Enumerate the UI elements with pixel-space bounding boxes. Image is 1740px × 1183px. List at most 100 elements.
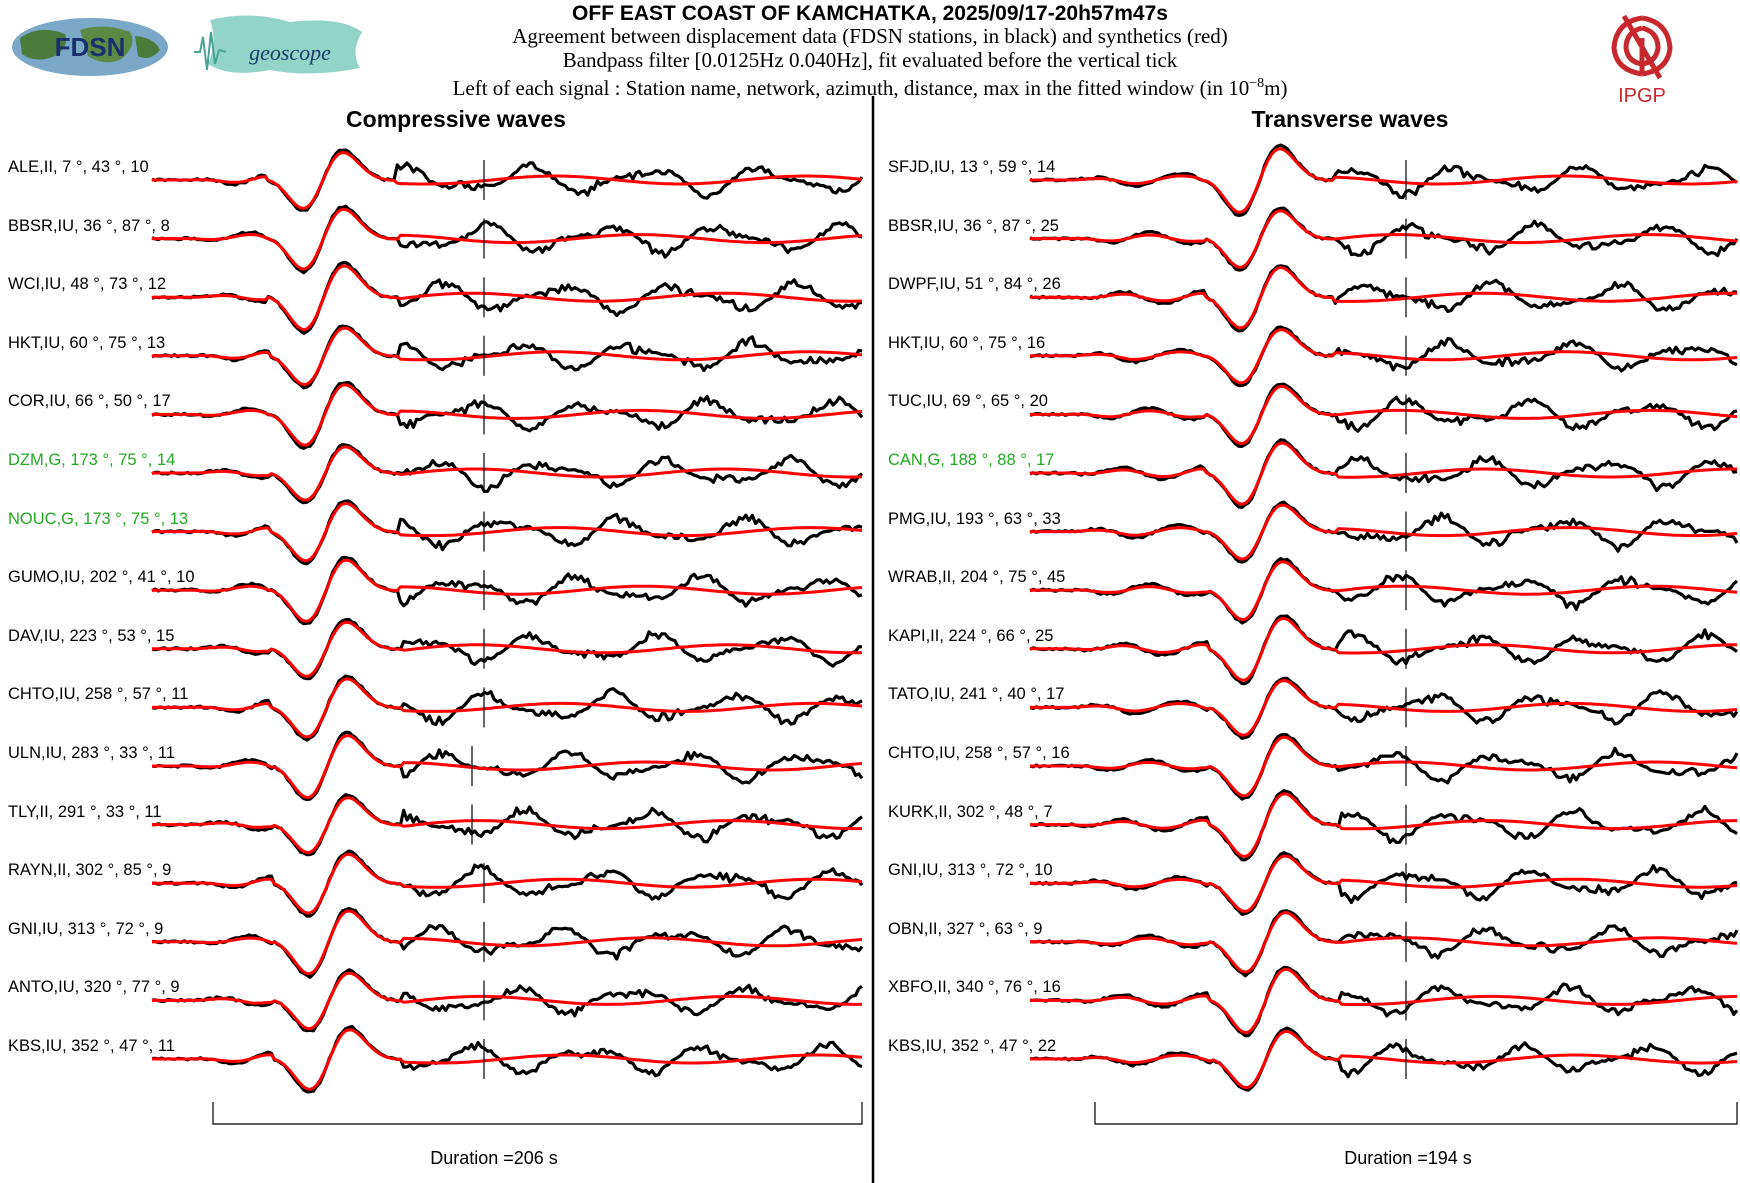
synthetic-trace (1030, 147, 1738, 214)
station-label: TATO,IU, 241 °, 40 °, 17 (888, 685, 1065, 704)
synthetic-trace (152, 620, 863, 678)
synthetic-trace (1030, 441, 1737, 506)
fdsn-logo-text: FDSN (55, 32, 126, 62)
station-label: WCI,IU, 48 °, 73 °, 12 (8, 275, 167, 294)
duration-label-compressive: Duration =206 s (430, 1148, 558, 1168)
data-trace (151, 1024, 863, 1094)
synthetic-trace (152, 383, 863, 447)
data-trace (1029, 206, 1739, 272)
synthetic-trace (152, 909, 863, 976)
station-label: BBSR,IU, 36 °, 87 °, 8 (8, 216, 170, 235)
synthetic-trace (1030, 911, 1738, 974)
synthetic-trace (1030, 679, 1738, 737)
station-label: ALE,II, 7 °, 43 °, 10 (8, 158, 149, 176)
synthetic-trace (152, 445, 862, 502)
geoscope-logo: geoscope (190, 12, 370, 82)
data-trace (151, 260, 862, 335)
station-label: DAV,IU, 223 °, 53 °, 15 (8, 626, 175, 645)
data-trace (1029, 382, 1738, 448)
synthetic-trace (1030, 384, 1738, 445)
station-label: HKT,IU, 60 °, 75 °, 16 (888, 333, 1046, 352)
synthetic-trace (1030, 792, 1737, 858)
station-label: ULN,IU, 283 °, 33 °, 11 (8, 744, 175, 762)
data-trace (1029, 851, 1738, 916)
data-trace (151, 499, 863, 566)
data-trace (1029, 264, 1738, 333)
synthetic-trace (1030, 967, 1738, 1035)
subtitle-agreement: Agreement between displacement data (FDS… (512, 24, 1228, 48)
synthetic-trace (152, 501, 863, 563)
ipgp-logo-text: IPGP (1618, 85, 1666, 107)
data-trace (151, 443, 863, 505)
subtitle-legend: Left of each signal : Station name, netw… (452, 76, 1288, 100)
data-trace (151, 730, 864, 801)
station-label: DZM,G, 173 °, 75 °, 14 (8, 451, 176, 469)
data-trace (151, 617, 863, 681)
station-label: TUC,IU, 69 °, 65 °, 20 (888, 392, 1048, 411)
station-label: CHTO,IU, 258 °, 57 °, 16 (888, 744, 1070, 762)
synthetic-trace (152, 558, 863, 623)
panel-title-transverse: Transverse waves (1251, 106, 1449, 132)
station-label: KBS,IU, 352 °, 47 °, 22 (888, 1037, 1057, 1055)
station-label: SFJD,IU, 13 °, 59 °, 14 (888, 158, 1056, 176)
data-trace (1029, 438, 1738, 509)
data-trace (1029, 557, 1739, 625)
synthetic-trace (152, 326, 863, 387)
synthetic-trace (1030, 266, 1737, 330)
synthetic-trace (152, 734, 863, 800)
station-label: KBS,IU, 352 °, 47 °, 11 (8, 1037, 175, 1055)
data-trace (151, 793, 863, 857)
station-label: TLY,II, 291 °, 33 °, 11 (8, 802, 162, 821)
synthetic-trace (1030, 1029, 1738, 1090)
station-label: DWPF,IU, 51 °, 84 °, 26 (888, 275, 1061, 294)
figure-title: OFF EAST COAST OF KAMCHATKA, 2025/09/17-… (572, 2, 1168, 25)
duration-bracket (1094, 1102, 1738, 1125)
station-label: GNI,IU, 313 °, 72 °, 9 (8, 919, 164, 938)
data-trace (1029, 732, 1739, 801)
synthetic-trace (1030, 328, 1738, 385)
station-label: CHTO,IU, 258 °, 57 °, 11 (8, 685, 189, 704)
synthetic-trace (1030, 854, 1738, 913)
station-label: COR,IU, 66 °, 50 °, 17 (8, 392, 171, 411)
data-trace (1029, 676, 1739, 740)
data-trace (152, 906, 864, 979)
synthetic-trace (152, 151, 863, 210)
station-label: ANTO,IU, 320 °, 77 °, 9 (8, 978, 180, 997)
station-label: KURK,II, 302 °, 48 °, 7 (888, 802, 1053, 821)
station-label: RAYN,II, 302 °, 85 °, 9 (8, 861, 172, 880)
subtitle-filter: Bandpass filter [0.0125Hz 0.040Hz], fit … (562, 48, 1178, 72)
synthetic-trace (1030, 560, 1738, 622)
synthetic-trace (152, 264, 863, 332)
geoscope-logo-text: geoscope (249, 40, 331, 65)
synthetic-trace (152, 207, 863, 271)
station-label: WRAB,II, 204 °, 75 °, 45 (888, 568, 1066, 587)
station-label: OBN,II, 327 °, 63 °, 9 (888, 919, 1043, 938)
station-label: CAN,G, 188 °, 88 °, 17 (888, 451, 1055, 469)
data-trace (1029, 789, 1738, 862)
data-trace (1029, 909, 1739, 978)
station-label: GUMO,IU, 202 °, 41 °, 10 (8, 568, 195, 587)
data-trace (151, 381, 864, 450)
data-trace (151, 555, 863, 626)
duration-label-transverse: Duration =194 s (1344, 1148, 1472, 1168)
data-trace (1029, 614, 1738, 686)
ipgp-logo: IPGP (1596, 8, 1688, 108)
station-label: BBSR,IU, 36 °, 87 °, 25 (888, 216, 1059, 235)
station-label: NOUC,G, 173 °, 75 °, 13 (8, 509, 189, 528)
synthetic-trace (1030, 209, 1738, 269)
duration-bracket (212, 1102, 863, 1125)
station-label: PMG,IU, 193 °, 63 °, 33 (888, 509, 1061, 528)
synthetic-trace (1030, 616, 1737, 682)
synthetic-trace (1030, 735, 1738, 798)
synthetic-trace (152, 677, 863, 739)
station-label: HKT,IU, 60 °, 75 °, 13 (8, 333, 166, 352)
data-trace (151, 204, 863, 275)
synthetic-trace (152, 971, 862, 1031)
station-label: KAPI,II, 224 °, 66 °, 25 (888, 626, 1054, 645)
data-trace (151, 324, 863, 390)
panel-title-compressive: Compressive waves (346, 106, 566, 132)
synthetic-trace (152, 852, 863, 915)
station-label: GNI,IU, 313 °, 72 °, 10 (888, 861, 1053, 880)
synthetic-trace (152, 796, 862, 854)
